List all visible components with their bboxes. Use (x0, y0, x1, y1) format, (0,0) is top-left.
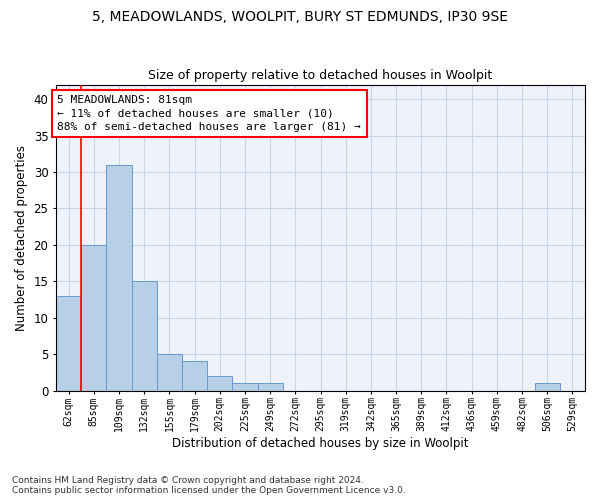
Bar (535, 384, 560, 390)
Bar (207, 376, 232, 390)
Text: 5 MEADOWLANDS: 81sqm
← 11% of detached houses are smaller (10)
88% of semi-detac: 5 MEADOWLANDS: 81sqm ← 11% of detached h… (58, 96, 361, 132)
X-axis label: Distribution of detached houses by size in Woolpit: Distribution of detached houses by size … (172, 437, 469, 450)
Bar (157, 354, 182, 391)
Bar (56, 296, 81, 390)
Bar (232, 384, 257, 390)
Bar (106, 164, 131, 390)
Text: Contains HM Land Registry data © Crown copyright and database right 2024.
Contai: Contains HM Land Registry data © Crown c… (12, 476, 406, 495)
Bar (257, 384, 283, 390)
Y-axis label: Number of detached properties: Number of detached properties (15, 144, 28, 330)
Bar (131, 282, 157, 391)
Text: 5, MEADOWLANDS, WOOLPIT, BURY ST EDMUNDS, IP30 9SE: 5, MEADOWLANDS, WOOLPIT, BURY ST EDMUNDS… (92, 10, 508, 24)
Title: Size of property relative to detached houses in Woolpit: Size of property relative to detached ho… (148, 69, 493, 82)
Bar (81, 245, 106, 390)
Bar (182, 362, 207, 390)
